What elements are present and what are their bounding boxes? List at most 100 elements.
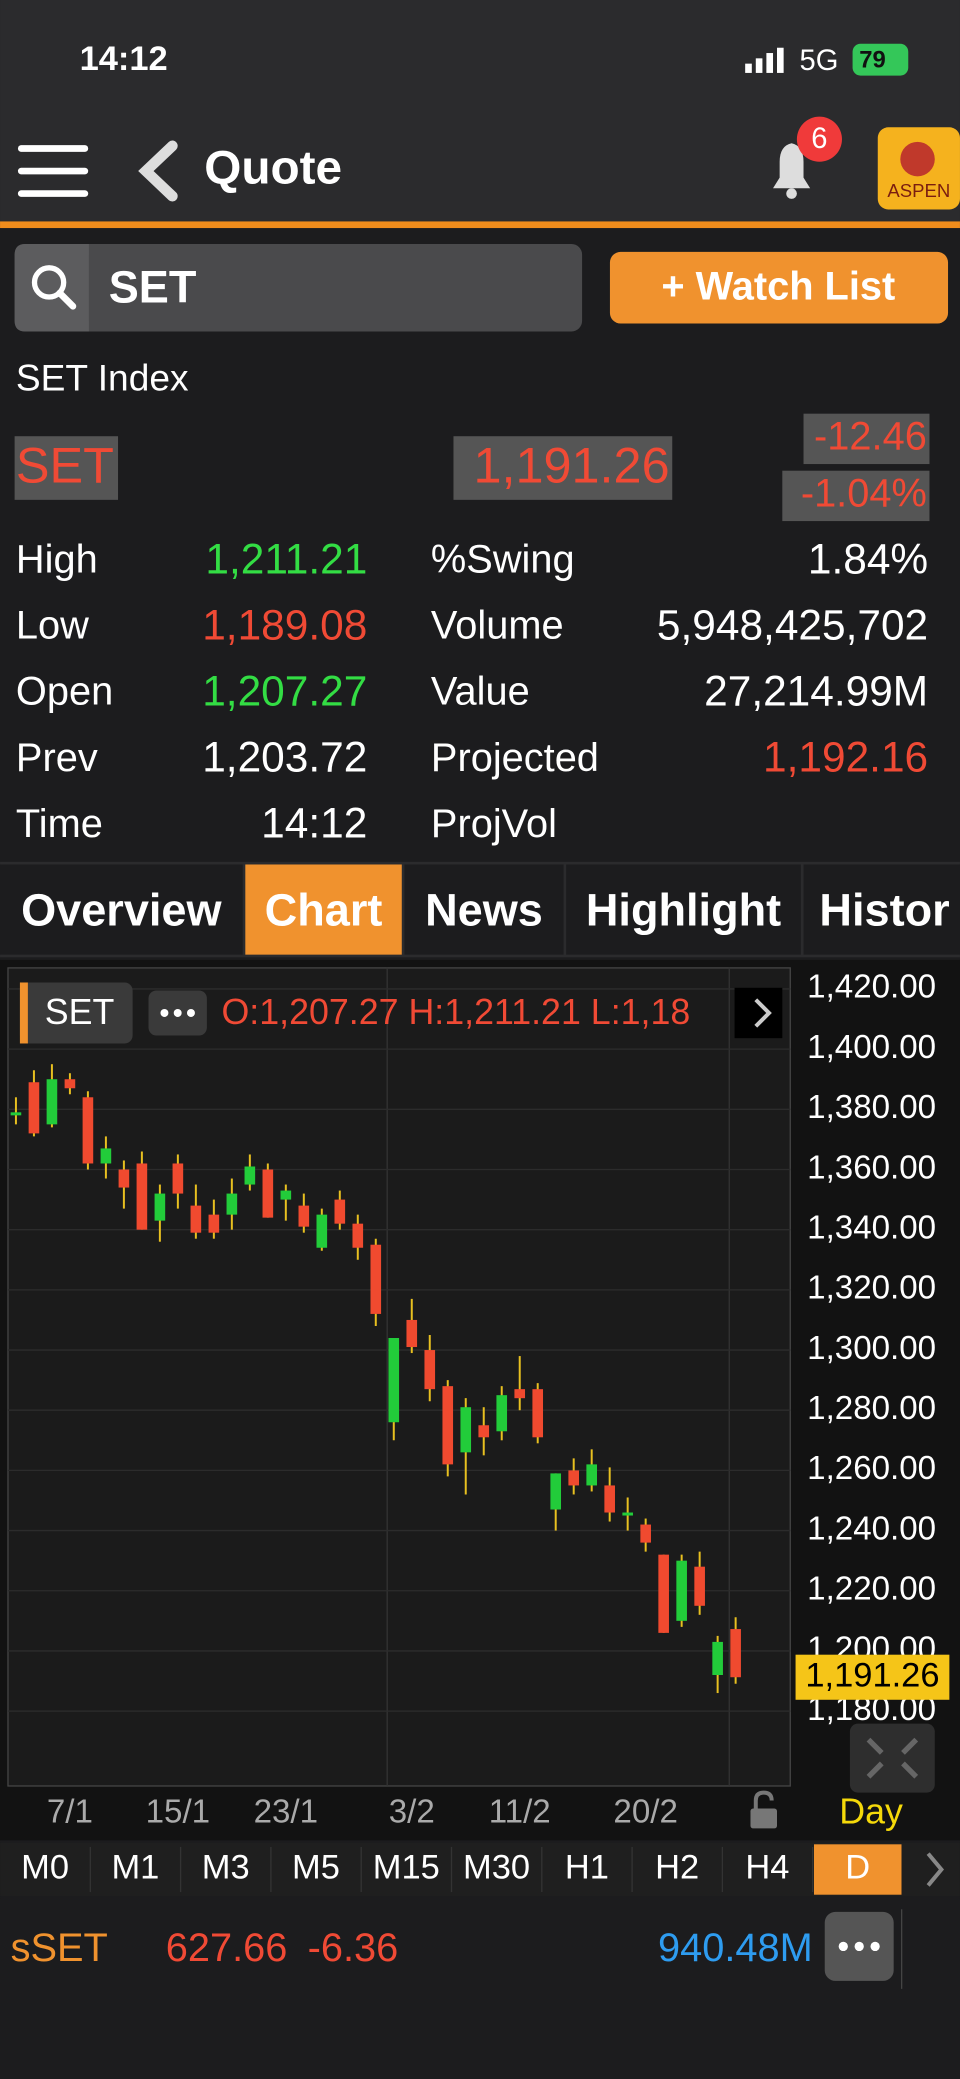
y-tick-label: 1,400.00 [807, 1029, 936, 1066]
candle-body [262, 1169, 274, 1218]
stat-value: 5,948,425,702 [657, 601, 928, 648]
candle-body [478, 1425, 490, 1438]
search-icon-handle [56, 289, 77, 310]
candle-body [514, 1389, 526, 1399]
last-price-tag [795, 1654, 950, 1700]
header-divider [0, 221, 960, 229]
stat-label: Low [16, 604, 89, 648]
timeframe[interactable]: M1 [111, 1849, 159, 1887]
candle-body [676, 1560, 687, 1621]
lock-icon[interactable] [750, 1790, 777, 1829]
candle-body [388, 1338, 400, 1423]
ticker-price: 627.66 [166, 1926, 288, 1970]
candle-body [136, 1163, 148, 1230]
period-label: Day [839, 1791, 903, 1831]
tab-label: Overview [21, 884, 222, 935]
tab[interactable] [566, 864, 801, 955]
timeframe[interactable]: H2 [655, 1849, 699, 1887]
candle-body [442, 1386, 454, 1465]
timeframe[interactable]: M0 [21, 1849, 69, 1887]
stat-label: Time [16, 802, 103, 846]
candle-body [298, 1205, 310, 1227]
badge-count: 6 [811, 123, 827, 155]
timeframe[interactable]: H4 [745, 1849, 789, 1887]
y-tick-label: 1,240.00 [807, 1510, 936, 1547]
candle-body [64, 1079, 76, 1089]
timeframe[interactable]: M3 [202, 1849, 250, 1887]
timeframe[interactable]: D [845, 1849, 870, 1887]
candle-body [100, 1148, 112, 1164]
ohlc-more[interactable] [734, 987, 783, 1039]
stat-value: 1.84% [808, 535, 928, 582]
ticker-value: 940.48M [658, 1926, 813, 1970]
tab[interactable] [0, 864, 243, 955]
back-button[interactable] [138, 140, 178, 202]
timeframe-more[interactable] [926, 1852, 944, 1887]
y-tick-label: 1,280.00 [807, 1390, 936, 1427]
stat-label: High [16, 538, 98, 582]
y-tick-label: 1,220.00 [807, 1571, 936, 1608]
candle-body [622, 1512, 633, 1516]
candle-body [730, 1629, 741, 1678]
symbol-bg [14, 436, 119, 500]
candle-body [694, 1566, 705, 1606]
candle-body [658, 1554, 669, 1633]
logo-globe [900, 141, 935, 177]
search-box[interactable] [14, 243, 583, 332]
symbol-chip-accent [19, 982, 28, 1044]
fullscreen-button[interactable] [849, 1723, 935, 1793]
timeframe[interactable]: M15 [373, 1849, 440, 1887]
candle-body [712, 1641, 723, 1676]
ohlc-more-icon [754, 998, 772, 1028]
fullscreen-icon [866, 1737, 919, 1779]
bell-icon[interactable] [773, 143, 811, 199]
symbol-chip[interactable] [19, 982, 133, 1044]
stat-label: Prev [16, 736, 98, 780]
network: 5G [800, 45, 839, 77]
candle-body [334, 1199, 346, 1224]
stats: High 1,211.21 Low 1,189.08 Open 1,207.27 Prev 1… [16, 535, 928, 846]
candle-body [190, 1205, 202, 1233]
stat-value: 14:12 [261, 799, 367, 846]
ohlc-text: O:1,207.27 H:1,211.21 L:1,18 [221, 992, 690, 1032]
y-tick-label: 1,360.00 [807, 1149, 936, 1186]
candle-body [28, 1082, 40, 1134]
candle-body [226, 1193, 238, 1215]
stat-value: 1,192.16 [763, 733, 928, 780]
timeframe[interactable]: H1 [565, 1849, 609, 1887]
timeframe[interactable]: M5 [292, 1849, 340, 1887]
tab[interactable] [245, 864, 402, 955]
last-price: 1,191.26 [474, 437, 670, 494]
x-tick-label: 20/2 [613, 1794, 677, 1831]
y-tick-label: 1,380.00 [807, 1089, 936, 1126]
search-icon-bg [14, 243, 89, 332]
candle-body [208, 1214, 220, 1233]
header-title: Quote [204, 142, 342, 195]
x-tick-label: 11/2 [489, 1794, 551, 1831]
stat-value: 1,207.27 [202, 667, 367, 714]
tab[interactable] [803, 864, 960, 955]
candle-body [370, 1244, 382, 1314]
menu-button[interactable] [17, 145, 89, 197]
candle-body [46, 1079, 58, 1125]
stat-label: Volume [431, 604, 564, 648]
tabs: Overview Chart News Highlight Histor [0, 864, 960, 955]
candle-body [10, 1112, 22, 1116]
signal-icon [745, 47, 784, 73]
last-price-label: 1,191.26 [805, 1656, 939, 1694]
candle-body [568, 1470, 580, 1486]
top-bar [0, 0, 960, 223]
timeframe[interactable]: M30 [463, 1849, 530, 1887]
candle-body [406, 1319, 418, 1348]
change-bg [803, 413, 930, 465]
watch-list-button[interactable] [609, 251, 949, 324]
ticker-more-dots [838, 1941, 880, 1952]
logo-text: ASPEN [887, 180, 950, 201]
tab[interactable] [404, 864, 564, 955]
stat-label: Open [16, 670, 113, 714]
x-tick-label: 15/1 [146, 1794, 210, 1831]
ticker-symbol: sSET [11, 1926, 108, 1970]
index-name: SET Index [16, 356, 189, 398]
change-pct-bg [782, 470, 930, 522]
